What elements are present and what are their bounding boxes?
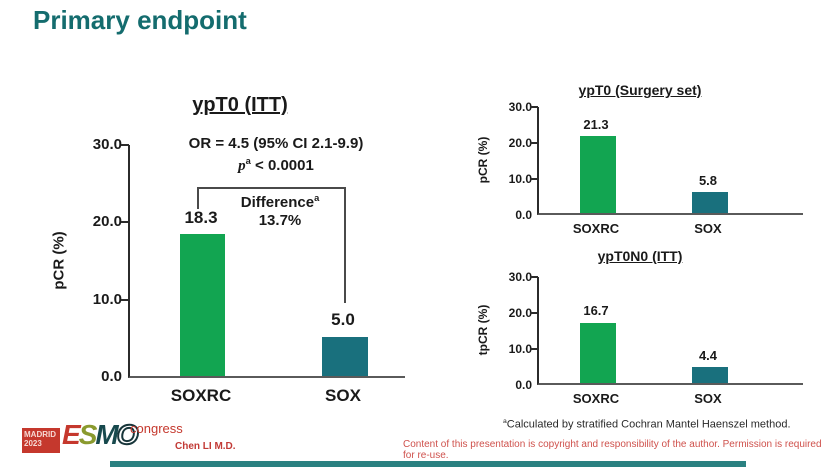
chart2-value-soxrc: 21.3 (583, 117, 609, 132)
pvalue-superscript: a (245, 156, 251, 166)
footnote: aCalculated by stratified Cochran Mantel… (503, 418, 791, 431)
chart3-title: ypT0N0 (ITT) (597, 248, 683, 264)
presenter-name: Chen LI M.D. (175, 441, 236, 452)
chart3-tickmark-10 (530, 348, 538, 350)
pvalue-rest: < 0.0001 (250, 157, 314, 174)
comparison-bracket-right (344, 187, 346, 303)
chart1-tickmark-30 (121, 144, 129, 146)
pvalue-symbol: p (238, 158, 246, 174)
chart3-plot-area (530, 276, 803, 385)
chart1-ytick-0: 0.0 (101, 368, 122, 385)
chart1-ytick-20: 20.0 (92, 213, 122, 230)
chart1-category-sox: SOX (325, 386, 361, 405)
chart3-tickmark-30 (530, 276, 538, 278)
chart1-ytick-30: 30.0 (92, 136, 122, 153)
logo-congress-text: congress (130, 421, 183, 436)
chart3-ytick-30: 30.0 (508, 270, 532, 284)
footnote-superscript: a (503, 418, 507, 425)
chart1-tickmark-20 (121, 221, 129, 223)
chart1-difference-label: Differencea (240, 193, 320, 211)
chart2-plot-area (530, 106, 803, 215)
chart3-y-axis-label: tpCR (%) (476, 304, 490, 356)
chart2-bar-sox (692, 192, 728, 213)
chart1-bar-soxrc (180, 233, 225, 376)
chart2-tickmark-20 (530, 142, 538, 144)
chart3-value-soxrc: 16.7 (583, 303, 609, 318)
madrid-2023-badge: MADRID 2023 (22, 428, 60, 453)
chart3-bar-sox (692, 367, 728, 383)
chart1-value-soxrc: 18.3 (184, 208, 218, 227)
logo-location: MADRID (24, 430, 56, 439)
chart1-bar-sox (322, 337, 368, 376)
chart1-y-axis-label: pCR (%) (50, 231, 68, 290)
chart2-tickmark-30 (530, 106, 538, 108)
chart2-value-sox: 5.8 (698, 173, 718, 188)
esmo-wordmark: ESMO (62, 418, 139, 451)
esmo-congress-logo: MADRID 2023 ESMO congress (22, 418, 183, 460)
chart1-odds-ratio-text: OR = 4.5 (95% CI 2.1-9.9) (188, 135, 364, 152)
chart3-ytick-10: 10.0 (508, 342, 532, 356)
chart3-category-sox: SOX (694, 391, 722, 406)
chart3-ytick-20: 20.0 (508, 306, 532, 320)
chart3-ytick-0: 0.0 (515, 378, 532, 392)
chart1-category-soxrc: SOXRC (170, 386, 232, 405)
chart2-tickmark-10 (530, 178, 538, 180)
chart3-value-sox: 4.4 (698, 348, 718, 363)
footer-accent-bar (110, 461, 746, 467)
chart2-ytick-20: 20.0 (508, 136, 532, 150)
chart1-ytick-10: 10.0 (92, 291, 122, 308)
chart1-title: ypT0 (ITT) (192, 94, 288, 116)
chart2-ytick-10: 10.0 (508, 172, 532, 186)
chart3-tickmark-20 (530, 312, 538, 314)
chart2-y-axis-label: pCR (%) (476, 136, 490, 184)
chart1-value-sox: 5.0 (331, 310, 355, 329)
chart2-ytick-30: 30.0 (508, 100, 532, 114)
chart1-difference-value: 13.7% (258, 212, 302, 229)
difference-superscript: a (314, 193, 320, 203)
comparison-bracket-left (197, 187, 199, 209)
chart2-ytick-0: 0.0 (515, 208, 532, 222)
page-title: Primary endpoint (33, 5, 247, 35)
chart1-plot-area (121, 144, 405, 378)
copyright-notice: Content of this presentation is copyrigh… (403, 439, 822, 461)
comparison-bracket-horizontal (197, 187, 346, 189)
chart1-tickmark-10 (121, 299, 129, 301)
logo-year: 2023 (24, 438, 42, 448)
chart2-category-soxrc: SOXRC (572, 221, 620, 236)
chart2-category-sox: SOX (694, 221, 722, 236)
chart3-category-soxrc: SOXRC (572, 391, 620, 406)
chart3-bar-soxrc (580, 322, 616, 383)
chart2-bar-soxrc (580, 136, 616, 213)
chart2-title: ypT0 (Surgery set) (578, 82, 702, 98)
chart1-pvalue-text: pa < 0.0001 (148, 156, 404, 175)
